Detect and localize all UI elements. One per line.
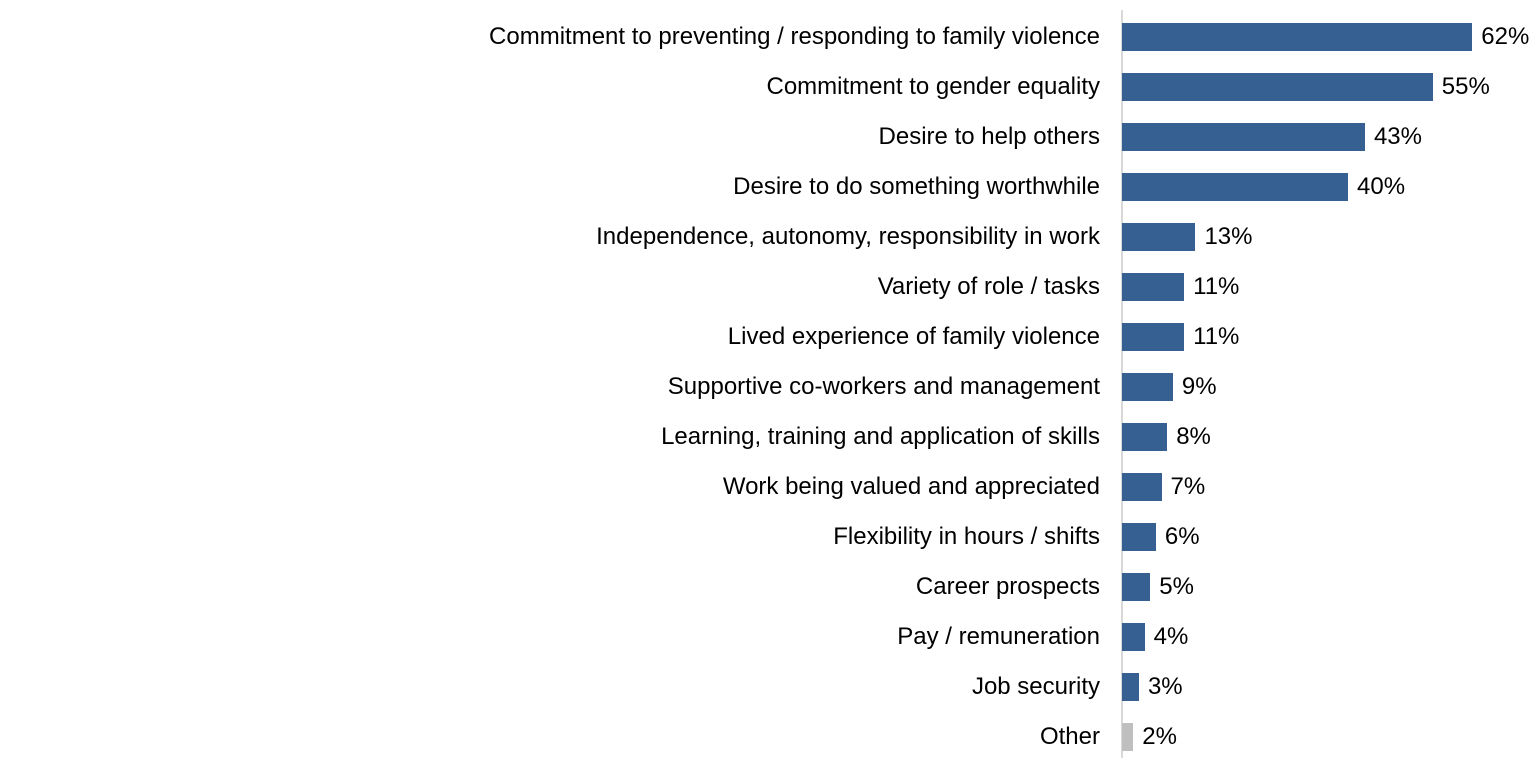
- category-label: Career prospects: [915, 572, 1100, 600]
- bar: [1122, 173, 1348, 201]
- category-label: Learning, training and application of sk…: [661, 422, 1100, 450]
- bar-row: Job security 3%: [0, 662, 1536, 712]
- plot-area: Commitment to preventing / responding to…: [0, 12, 1536, 762]
- bar-zone: 11%: [1122, 312, 1536, 362]
- bar: [1122, 523, 1156, 551]
- bar-row: Commitment to preventing / responding to…: [0, 12, 1536, 62]
- bar-row: Variety of role / tasks 11%: [0, 262, 1536, 312]
- bar-zone: 3%: [1122, 662, 1536, 712]
- bar-zone: 8%: [1122, 412, 1536, 462]
- bar-zone: 5%: [1122, 562, 1536, 612]
- bar-zone: 13%: [1122, 212, 1536, 262]
- bar: [1122, 73, 1433, 101]
- bar-row: Other 2%: [0, 712, 1536, 762]
- bar: [1122, 423, 1168, 451]
- bar-zone: 9%: [1122, 362, 1536, 412]
- bar: [1122, 673, 1139, 701]
- bar-zone: 40%: [1122, 162, 1536, 212]
- value-label: 3%: [1147, 673, 1183, 700]
- category-label: Commitment to preventing / responding to…: [489, 22, 1100, 50]
- value-label: 40%: [1357, 173, 1406, 200]
- value-label: 11%: [1193, 323, 1240, 350]
- bar-zone: 43%: [1122, 112, 1536, 162]
- value-label: 43%: [1373, 123, 1422, 150]
- category-label: Lived experience of family violence: [727, 322, 1100, 350]
- bar-row: Commitment to gender equality 55%: [0, 62, 1536, 112]
- category-label: Supportive co-workers and management: [667, 372, 1100, 400]
- value-label: 5%: [1159, 573, 1194, 600]
- bar-zone: 62%: [1122, 12, 1536, 62]
- category-label: Other: [1039, 722, 1100, 750]
- bar-row: Desire to do something worthwhile 40%: [0, 162, 1536, 212]
- bar-row: Supportive co-workers and management 9%: [0, 362, 1536, 412]
- bar: [1122, 723, 1134, 751]
- value-label: 2%: [1142, 723, 1177, 750]
- bar: [1122, 123, 1365, 151]
- category-label: Independence, autonomy, responsibility i…: [596, 222, 1100, 250]
- bar-zone: 11%: [1122, 262, 1536, 312]
- category-label: Work being valued and appreciated: [722, 472, 1100, 500]
- bar: [1122, 473, 1162, 501]
- bar-row: Career prospects 5%: [0, 562, 1536, 612]
- bar-row: Learning, training and application of sk…: [0, 412, 1536, 462]
- value-label: 11%: [1193, 273, 1240, 300]
- bar: [1122, 623, 1145, 651]
- bar-zone: 7%: [1122, 462, 1536, 512]
- bar-row: Work being valued and appreciated 7%: [0, 462, 1536, 512]
- category-label: Pay / remuneration: [897, 622, 1100, 650]
- value-label: 13%: [1204, 223, 1253, 250]
- value-label: 4%: [1153, 623, 1189, 650]
- value-label: 8%: [1176, 423, 1211, 450]
- bar: [1122, 573, 1151, 601]
- value-label: 9%: [1181, 373, 1217, 400]
- bar: [1122, 223, 1196, 251]
- value-label: 55%: [1441, 73, 1490, 100]
- category-label: Variety of role / tasks: [877, 272, 1100, 300]
- value-label: 62%: [1481, 23, 1530, 50]
- bar-row: Lived experience of family violence 11%: [0, 312, 1536, 362]
- bar: [1122, 23, 1473, 51]
- bar-row: Independence, autonomy, responsibility i…: [0, 212, 1536, 262]
- value-label: 6%: [1164, 523, 1200, 550]
- value-label: 7%: [1170, 473, 1206, 500]
- category-label: Job security: [971, 672, 1100, 700]
- bar-zone: 55%: [1122, 62, 1536, 112]
- bar: [1122, 273, 1185, 301]
- category-label: Desire to do something worthwhile: [733, 172, 1100, 200]
- bar-row: Desire to help others 43%: [0, 112, 1536, 162]
- bar-zone: 4%: [1122, 612, 1536, 662]
- bar: [1122, 323, 1185, 351]
- bar-zone: 6%: [1122, 512, 1536, 562]
- bar-row: Flexibility in hours / shifts 6%: [0, 512, 1536, 562]
- bar-row: Pay / remuneration 4%: [0, 612, 1536, 662]
- category-label: Flexibility in hours / shifts: [833, 522, 1100, 550]
- category-label: Desire to help others: [878, 122, 1100, 150]
- bar-zone: 2%: [1122, 712, 1536, 762]
- bar: [1122, 373, 1173, 401]
- category-label: Commitment to gender equality: [766, 72, 1101, 100]
